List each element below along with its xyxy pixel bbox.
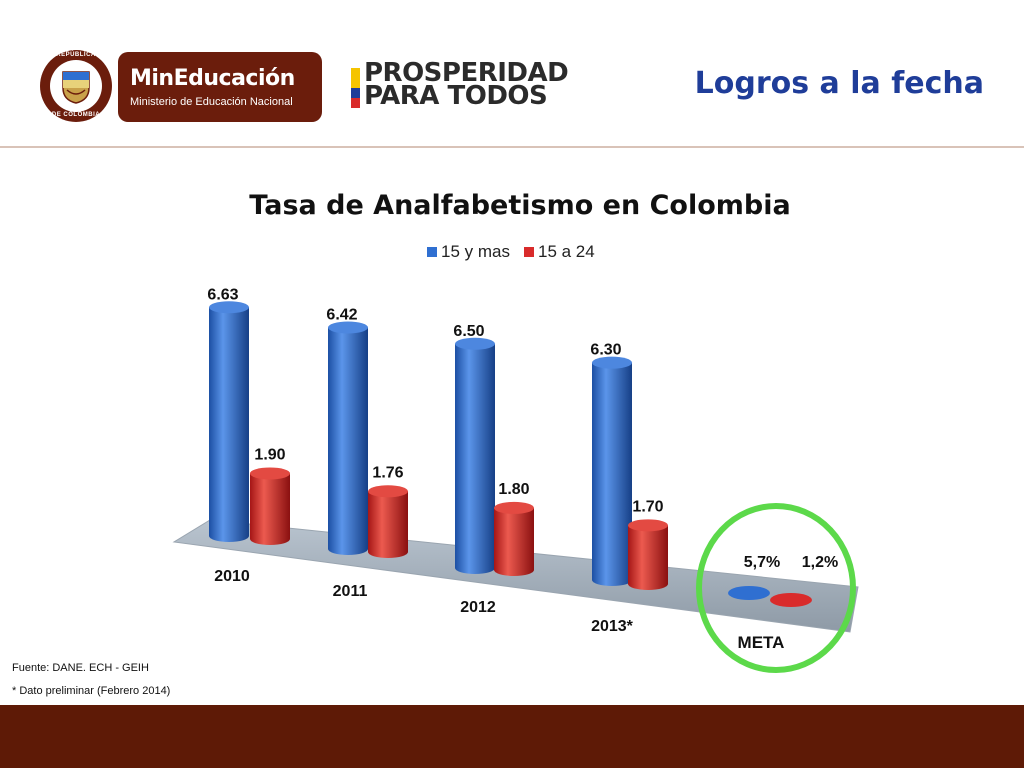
legend-label: 15 a 24 xyxy=(537,242,595,261)
data-label: 1.80 xyxy=(498,481,529,498)
prosperidad-line-1: PROSPERIDAD xyxy=(364,58,569,88)
meta-value-15-a-24: 1,2% xyxy=(802,554,838,571)
chart-legend: 15 y mas 15 a 24 xyxy=(427,242,595,262)
category-label: 2010 xyxy=(214,568,250,585)
colombia-flag-icon xyxy=(351,68,360,108)
legend-swatch-blue xyxy=(427,247,437,257)
mineducacion-logo: MinEducación Ministerio de Educación Nac… xyxy=(118,52,322,122)
bar-15-y-mas-2011 xyxy=(328,321,368,555)
bar-chart: 6.63 1.90 2010 6.42 1.76 2011 6.50 1.80 2012 6.30… xyxy=(172,286,859,673)
category-label: 2012 xyxy=(460,599,496,616)
coat-of-arms-logo: REPÚBLICA DE COLOMBIA xyxy=(40,50,112,122)
seal-text-bottom: DE COLOMBIA xyxy=(51,112,101,118)
bar-15-a-24-2012 xyxy=(494,501,534,576)
preliminary-note: * Dato preliminar (Febrero 2014) xyxy=(12,685,171,697)
category-label: 2011 xyxy=(333,583,368,600)
bar-15-y-mas-2013 xyxy=(592,356,632,586)
bar-15-y-mas-2012 xyxy=(455,337,495,574)
data-label: 1.76 xyxy=(372,464,403,481)
seal-text-top: REPÚBLICA xyxy=(56,52,96,58)
header-divider xyxy=(0,146,1024,148)
bar-15-a-24-2011 xyxy=(368,485,408,558)
meta-disc-blue xyxy=(728,586,770,600)
ministry-name: MinEducación xyxy=(130,66,295,91)
data-label: 6.42 xyxy=(326,307,357,324)
data-label: 6.50 xyxy=(453,323,484,340)
bottom-band xyxy=(0,705,1024,768)
shield-icon xyxy=(62,71,90,104)
prosperidad-line-2: PARA TODOS xyxy=(364,81,548,111)
bar-15-y-mas-2010 xyxy=(209,301,249,542)
slide-title: Logros a la fecha xyxy=(694,66,984,101)
legend-item-15-a-24: 15 a 24 xyxy=(523,242,595,262)
prosperidad-logo: PROSPERIDAD PARA TODOS xyxy=(364,58,569,111)
slide-header: REPÚBLICA DE COLOMBIA MinEducación Minis… xyxy=(0,0,1024,148)
bar-15-a-24-2013 xyxy=(628,519,668,590)
data-label: 6.63 xyxy=(207,286,238,303)
meta-label: META xyxy=(738,633,785,652)
meta-disc-red xyxy=(770,593,812,607)
bar-15-a-24-2010 xyxy=(250,467,290,545)
meta-value-15-y-mas: 5,7% xyxy=(744,554,780,571)
data-label: 1.90 xyxy=(254,446,285,463)
legend-swatch-red xyxy=(523,247,534,257)
legend-label: 15 y mas xyxy=(441,242,510,261)
data-label: 6.30 xyxy=(590,342,621,359)
data-label: 1.70 xyxy=(632,498,663,515)
meta-highlight-ring xyxy=(696,503,856,673)
chart-title: Tasa de Analfabetismo en Colombia xyxy=(249,190,791,221)
category-label: 2013* xyxy=(591,618,634,635)
legend-item-15-y-mas: 15 y mas xyxy=(427,242,510,262)
source-note: Fuente: DANE. ECH - GEIH xyxy=(12,662,149,674)
ministry-subtitle: Ministerio de Educación Nacional xyxy=(130,96,293,108)
